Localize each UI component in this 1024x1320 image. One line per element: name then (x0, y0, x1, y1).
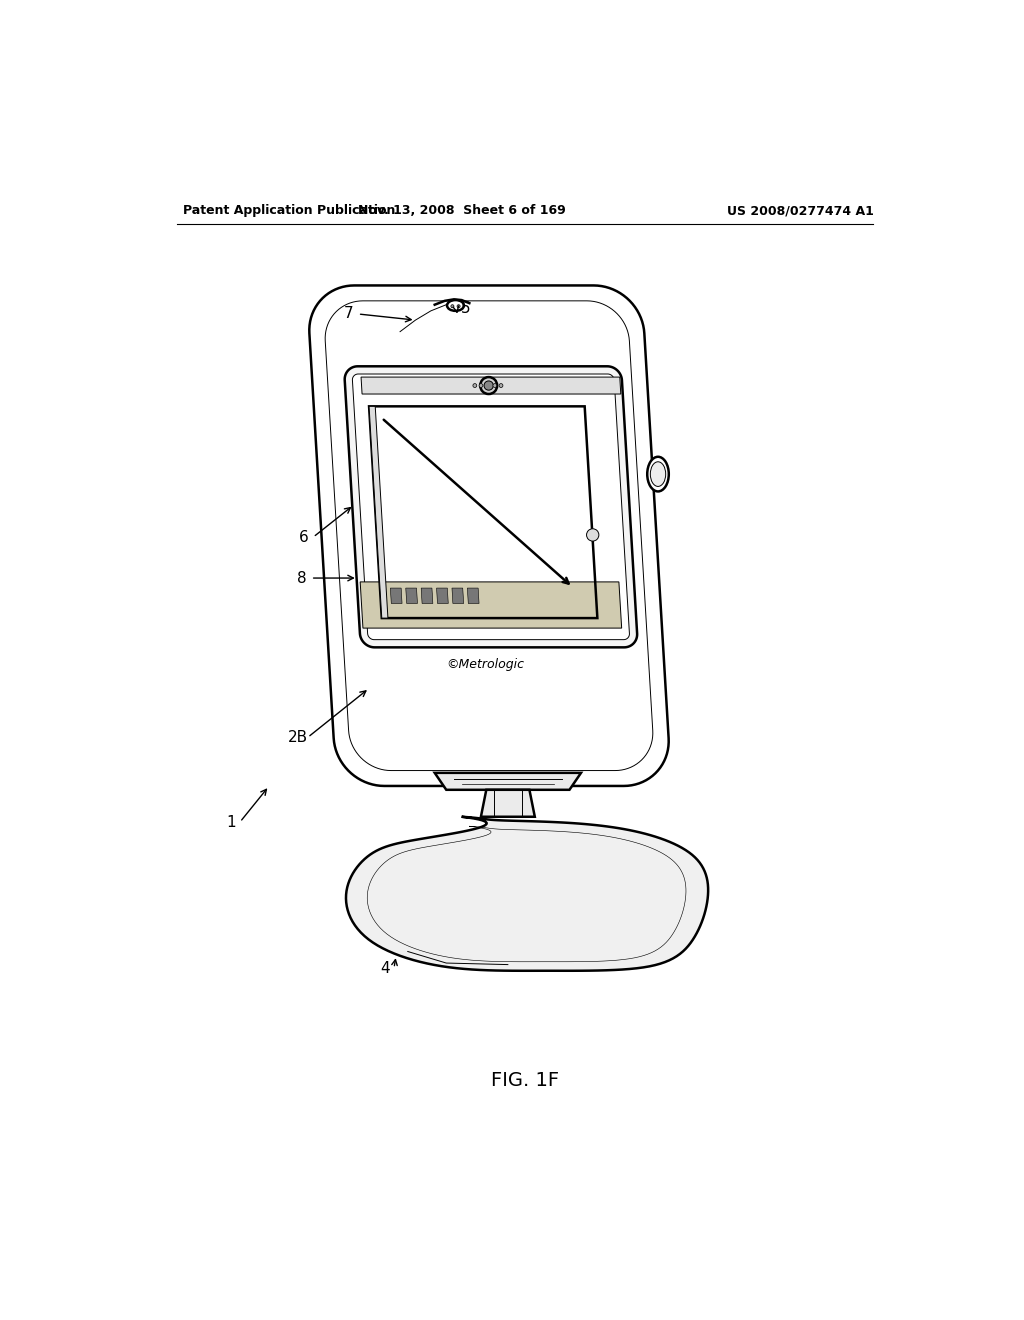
Circle shape (480, 378, 497, 395)
Text: 2B: 2B (289, 730, 308, 744)
Text: FIG. 1F: FIG. 1F (490, 1072, 559, 1090)
Ellipse shape (447, 300, 464, 312)
Polygon shape (346, 817, 709, 970)
Circle shape (493, 384, 497, 388)
Polygon shape (345, 367, 637, 647)
Polygon shape (309, 285, 669, 785)
Polygon shape (435, 774, 581, 789)
Polygon shape (361, 378, 621, 395)
Polygon shape (452, 589, 464, 603)
Polygon shape (467, 589, 479, 603)
Polygon shape (360, 582, 622, 628)
Text: ©Metrologic: ©Metrologic (445, 657, 523, 671)
Circle shape (484, 381, 494, 391)
Text: 5: 5 (461, 301, 470, 315)
Circle shape (473, 384, 477, 388)
Polygon shape (369, 407, 388, 618)
Polygon shape (390, 589, 402, 603)
Text: 7: 7 (344, 306, 353, 322)
Polygon shape (421, 589, 433, 603)
Text: Nov. 13, 2008  Sheet 6 of 169: Nov. 13, 2008 Sheet 6 of 169 (357, 205, 565, 218)
Polygon shape (481, 789, 535, 817)
Text: 8: 8 (297, 570, 306, 586)
Ellipse shape (647, 457, 669, 491)
Text: US 2008/0277474 A1: US 2008/0277474 A1 (727, 205, 873, 218)
Polygon shape (436, 589, 449, 603)
Circle shape (451, 305, 454, 308)
Circle shape (457, 305, 460, 308)
Circle shape (499, 384, 503, 388)
Circle shape (587, 529, 599, 541)
Text: 4: 4 (380, 961, 389, 975)
Ellipse shape (650, 462, 666, 487)
Text: Patent Application Publication: Patent Application Publication (183, 205, 395, 218)
Circle shape (479, 384, 483, 388)
Text: 1: 1 (226, 814, 236, 830)
Polygon shape (406, 589, 418, 603)
Text: 6: 6 (299, 529, 308, 545)
Polygon shape (352, 374, 630, 640)
